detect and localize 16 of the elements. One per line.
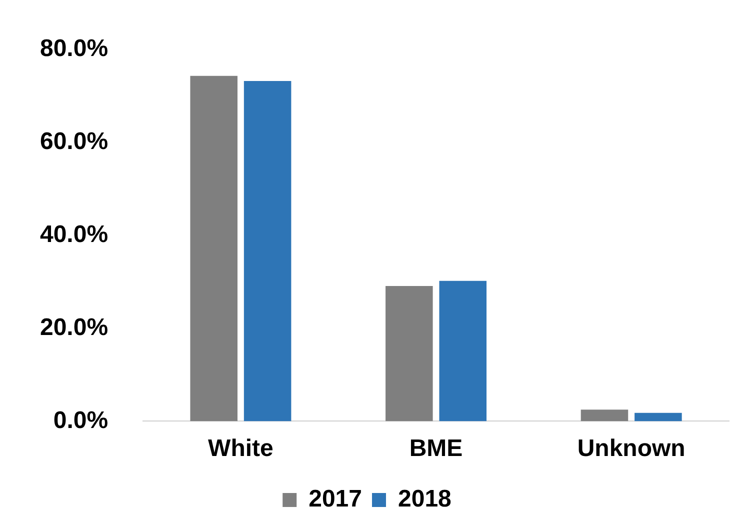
bar — [190, 76, 238, 422]
y-tick-label: 20.0% — [40, 314, 108, 341]
bar — [244, 81, 292, 422]
y-tick-label: 80.0% — [40, 35, 108, 62]
bar — [386, 286, 433, 422]
bar — [439, 280, 487, 422]
legend-label: 2018 — [398, 486, 452, 513]
bar — [580, 410, 628, 422]
y-tick-label: 0.0% — [53, 406, 108, 434]
y-tick-label: 40.0% — [40, 220, 108, 248]
legend-label: 2017 — [308, 486, 362, 513]
bar — [634, 412, 682, 422]
y-tick-label: 60.0% — [40, 128, 108, 155]
x-tick-label: Unknown — [577, 435, 686, 462]
x-tick-label: BME — [409, 435, 463, 462]
x-tick-label: White — [208, 435, 274, 462]
